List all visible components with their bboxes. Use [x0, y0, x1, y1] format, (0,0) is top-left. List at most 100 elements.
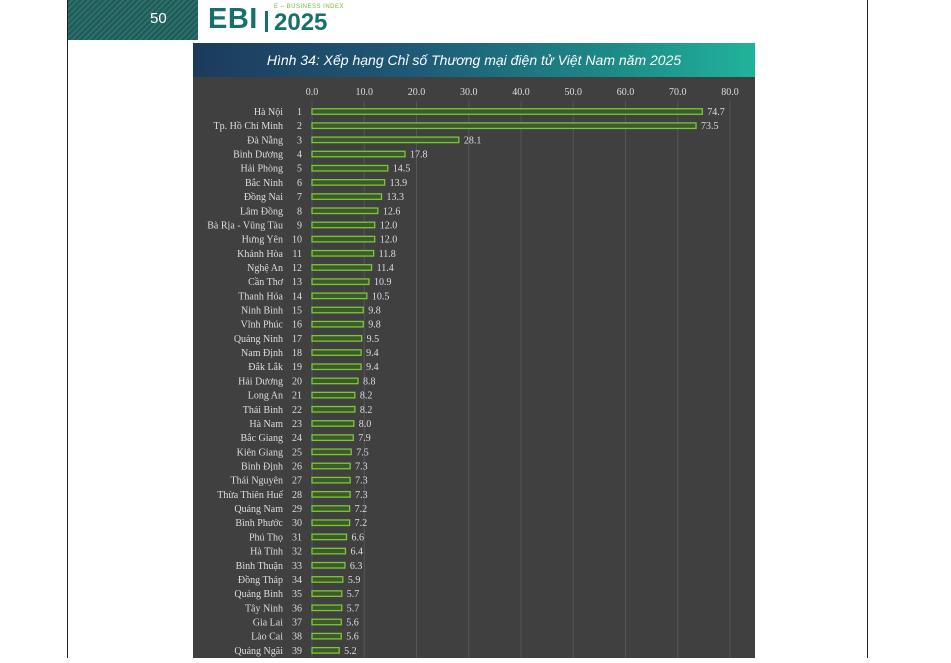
value-label: 73.5: [701, 121, 719, 132]
bar: [311, 632, 342, 640]
bar: [311, 363, 362, 371]
bar: [311, 306, 364, 314]
province-label: Ninh Bình: [241, 306, 283, 317]
province-label: Hà Nam: [249, 419, 283, 430]
value-label: 7.5: [356, 447, 369, 458]
province-label: Thái Nguyên: [231, 476, 284, 487]
x-tick-label: 60.0: [617, 87, 635, 98]
bar: [311, 505, 351, 512]
bar: [311, 547, 347, 555]
bar: [311, 292, 368, 300]
rank-label: 12: [292, 263, 302, 274]
province-label: Đà Nẵng: [247, 135, 283, 146]
province-label: Hà Tĩnh: [250, 547, 283, 558]
value-label: 13.3: [386, 192, 404, 203]
chart-area: 0.0 10.0 20.0 30.0 40.0 50.0 60.0 70.0 80.0 Hà Nộ…: [193, 77, 755, 658]
rank-label: 7: [297, 192, 302, 203]
province-label: Đồng Nai: [244, 192, 283, 203]
value-label: 17.8: [410, 150, 428, 161]
rank-label: 16: [292, 320, 302, 331]
value-label: 12.6: [383, 206, 401, 217]
province-label: Lào Cai: [251, 632, 283, 643]
value-label: 5.7: [347, 589, 360, 600]
rank-label: 36: [292, 603, 302, 614]
rank-label: 14: [292, 291, 302, 302]
value-label: 5.6: [346, 632, 359, 643]
rank-label: 22: [292, 405, 302, 416]
bar: [311, 320, 364, 328]
x-tick-label: 70.0: [669, 87, 687, 98]
bar: [311, 334, 363, 342]
rank-label: 28: [292, 490, 302, 501]
bar: [311, 179, 386, 186]
bar: [311, 164, 389, 172]
province-label: Thái Bình: [243, 405, 283, 416]
value-label: 10.5: [372, 291, 390, 302]
province-label: Long An: [248, 391, 283, 402]
x-tick-label: 30.0: [460, 87, 478, 98]
rank-label: 18: [292, 348, 302, 359]
logo-brand: EBI: [208, 3, 258, 35]
value-label: 8.2: [360, 391, 373, 402]
logo-subtitle: E – BUSINESS INDEX: [274, 4, 345, 10]
value-label: 5.6: [346, 617, 359, 628]
province-label: Hà Nội: [254, 107, 283, 118]
bar: [311, 618, 342, 626]
rank-label: 24: [292, 433, 302, 444]
value-label: 6.3: [350, 561, 363, 572]
rank-label: 3: [297, 135, 302, 146]
value-label: 7.3: [355, 462, 368, 473]
rank-label: 17: [292, 334, 302, 345]
province-label: Hải Phòng: [241, 164, 284, 175]
x-tick-label: 50.0: [565, 87, 583, 98]
value-label: 11.4: [377, 263, 394, 274]
x-tick-label: 10.0: [356, 87, 374, 98]
value-label: 5.9: [348, 575, 361, 586]
rank-label: 15: [292, 306, 302, 317]
bar: [311, 136, 460, 144]
rank-label: 25: [292, 447, 302, 458]
bar: [311, 476, 351, 484]
bar: [311, 193, 383, 200]
page-number-tab: [68, 0, 198, 40]
rank-label: 4: [297, 150, 302, 161]
rank-label: 19: [292, 362, 302, 373]
value-label: 8.2: [360, 405, 373, 416]
province-label: Bà Rịa - Vũng Tàu: [207, 220, 283, 231]
x-tick-label: 80.0: [721, 87, 739, 98]
bar: [311, 604, 343, 612]
rank-label: 39: [292, 646, 302, 657]
value-label: 5.7: [347, 603, 360, 614]
rank-label: 21: [292, 391, 302, 402]
province-label: Đắk Lắk: [248, 362, 283, 373]
rank-label: 11: [292, 249, 302, 260]
province-label: Quảng Nam: [234, 504, 283, 515]
bar: [311, 377, 359, 385]
rank-label: 27: [292, 476, 302, 487]
rank-label: 1: [297, 107, 302, 118]
rank-label: 2: [297, 121, 302, 132]
bar: [311, 249, 375, 257]
rank-label: 10: [292, 235, 302, 246]
value-label: 12.0: [380, 220, 398, 231]
province-label: Nam Định: [241, 348, 283, 359]
province-label: Đồng Tháp: [238, 575, 283, 586]
value-label: 11.8: [379, 249, 396, 260]
value-label: 7.3: [355, 490, 368, 501]
rank-label: 6: [297, 178, 302, 189]
province-label: Quảng Ninh: [234, 334, 283, 345]
province-label: Bắc Giang: [241, 433, 284, 444]
bar-chart: 0.0 10.0 20.0 30.0 40.0 50.0 60.0 70.0 80.0 Hà Nộ…: [207, 87, 739, 658]
x-tick-label: 0.0: [306, 87, 319, 98]
bar: [311, 519, 351, 527]
province-label: Bình Định: [241, 462, 283, 473]
value-label: 6.6: [351, 532, 364, 543]
province-label: Quảng Ngãi: [234, 646, 283, 657]
bar: [311, 221, 376, 229]
bar: [311, 108, 703, 115]
value-label: 5.2: [344, 646, 357, 657]
value-label: 12.0: [380, 235, 398, 246]
value-label: 7.9: [358, 433, 371, 444]
province-label: Khánh Hòa: [237, 249, 283, 260]
rank-label: 20: [292, 376, 302, 387]
